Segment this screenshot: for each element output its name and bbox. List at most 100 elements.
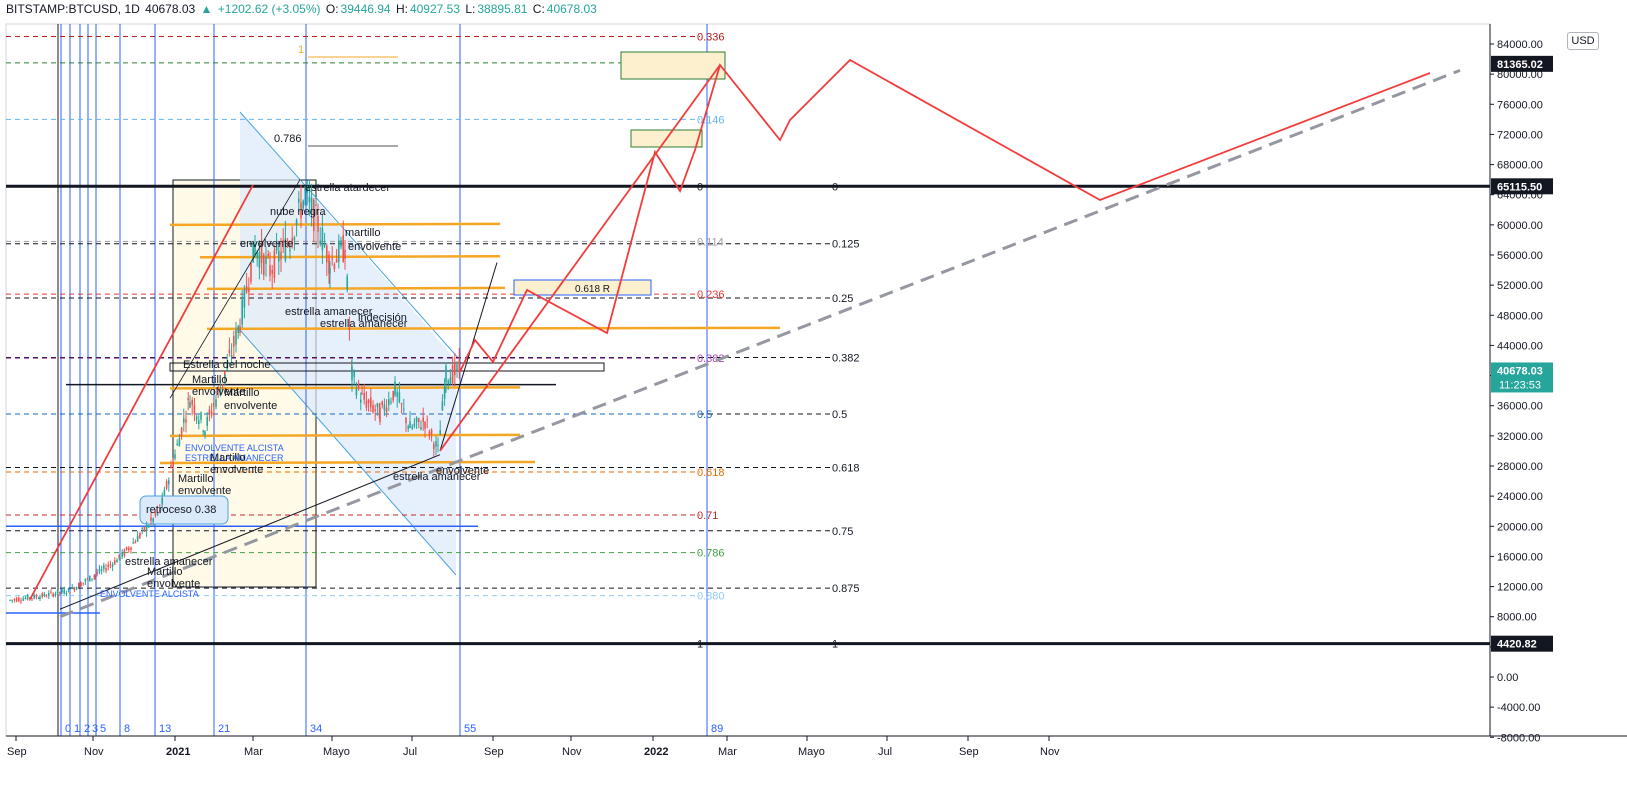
candle-body bbox=[291, 238, 293, 246]
candle-body bbox=[187, 398, 189, 401]
candle-body bbox=[284, 238, 287, 261]
candle-body bbox=[210, 411, 213, 416]
candle-body bbox=[456, 364, 458, 371]
candle-body bbox=[111, 564, 114, 567]
candle-body bbox=[360, 399, 362, 403]
annotation-text: ESTRELLA AMANECER bbox=[185, 453, 284, 463]
annotation-text: Estrella del noche bbox=[183, 359, 270, 371]
candle-body bbox=[96, 572, 98, 574]
candle-body bbox=[143, 526, 146, 531]
candle-body bbox=[39, 596, 41, 599]
candle-body bbox=[418, 418, 420, 423]
candle-body bbox=[163, 489, 166, 496]
candle-body bbox=[59, 591, 61, 593]
candle-body bbox=[310, 197, 313, 214]
close-value: 40678.03 bbox=[546, 2, 597, 16]
x-tick-label: Mayo bbox=[798, 746, 825, 758]
candle-body bbox=[321, 228, 324, 251]
candle-body bbox=[426, 419, 428, 421]
candle-body bbox=[139, 533, 141, 536]
candle-body bbox=[208, 409, 211, 414]
x-tick-label: Sep bbox=[7, 746, 27, 758]
x-tick-label: Sep bbox=[959, 746, 979, 758]
candle-body bbox=[430, 429, 433, 435]
candle-body bbox=[338, 240, 340, 262]
candle-body bbox=[280, 251, 282, 260]
change-value: +1202.62 (+3.05%) bbox=[217, 2, 321, 16]
open-value: 39446.94 bbox=[340, 2, 391, 16]
candle-body bbox=[248, 288, 250, 293]
candle-body bbox=[424, 422, 426, 429]
candle-body bbox=[50, 591, 52, 593]
candle-body bbox=[357, 383, 360, 390]
candle-body bbox=[263, 254, 265, 275]
candle-body bbox=[293, 237, 296, 241]
low-label: L: bbox=[465, 2, 476, 16]
candle-body bbox=[20, 600, 22, 602]
annotation-text: envolvente bbox=[240, 238, 293, 250]
annotation-text: Martillo bbox=[210, 452, 245, 464]
y-tick-label: -8000.00 bbox=[1497, 732, 1540, 744]
currency-button[interactable]: USD bbox=[1567, 32, 1599, 50]
orange-level bbox=[206, 286, 506, 291]
candle-body bbox=[213, 402, 215, 407]
candle-body bbox=[82, 582, 84, 584]
candle-body bbox=[48, 593, 50, 596]
candle-body bbox=[241, 299, 243, 325]
candle-body bbox=[333, 264, 336, 270]
candle-body bbox=[71, 586, 73, 589]
candle-body bbox=[100, 569, 103, 571]
candle-body bbox=[439, 430, 441, 435]
candle-body bbox=[370, 397, 372, 408]
candle-body bbox=[152, 518, 154, 522]
fib-time-label: 1 bbox=[74, 723, 80, 735]
x-tick-label: Jul bbox=[403, 746, 417, 758]
candle-body bbox=[245, 286, 248, 293]
orange-level bbox=[169, 222, 501, 227]
candle-body bbox=[172, 462, 174, 467]
fib-mid-label: 0.880 bbox=[697, 591, 725, 603]
candle-body bbox=[302, 200, 304, 209]
candle-body bbox=[254, 245, 256, 256]
candle-body bbox=[282, 240, 284, 243]
orange-level bbox=[169, 433, 521, 438]
y-tick-label: 36000.00 bbox=[1497, 401, 1543, 413]
candle-body bbox=[308, 196, 311, 203]
fib-time-label: 8 bbox=[124, 723, 130, 735]
target-box bbox=[513, 279, 652, 296]
fib-time-label: 0 bbox=[65, 723, 71, 735]
candle-body bbox=[437, 444, 439, 446]
candle-body bbox=[198, 420, 200, 424]
fib-mid-label: 0.786 bbox=[697, 548, 725, 560]
candle-body bbox=[415, 417, 418, 423]
candle-body bbox=[98, 568, 101, 573]
candle-body bbox=[159, 507, 161, 509]
candle-body bbox=[109, 564, 112, 566]
candle-body bbox=[65, 593, 68, 595]
fib-level-label: 0.875 bbox=[832, 583, 860, 595]
candle-body bbox=[306, 187, 308, 193]
candle-body bbox=[119, 556, 121, 561]
candle-body bbox=[118, 554, 120, 559]
orange-level bbox=[199, 255, 501, 259]
y-tick-label: 24000.00 bbox=[1497, 491, 1543, 503]
candle-body bbox=[435, 441, 437, 447]
candle-body bbox=[394, 381, 396, 396]
range-box bbox=[169, 362, 605, 372]
candle-body bbox=[130, 547, 132, 550]
candle-body bbox=[148, 526, 150, 528]
annotation-text: indecisión bbox=[358, 312, 407, 324]
candle-body bbox=[219, 388, 222, 396]
candle-body bbox=[388, 399, 390, 406]
y-tick-label: 60000.00 bbox=[1497, 220, 1543, 232]
candle-body bbox=[275, 245, 278, 251]
candle-body bbox=[18, 598, 20, 601]
candle-body bbox=[237, 325, 239, 333]
candle-body bbox=[180, 427, 183, 437]
symbol-label[interactable]: BITSTAMP:BTCUSD, 1D bbox=[6, 2, 140, 16]
fib-mid-label: 0.236 bbox=[697, 289, 725, 301]
candle-body bbox=[379, 407, 381, 423]
target-box bbox=[620, 51, 726, 80]
fib-level-label: 0.5 bbox=[832, 409, 847, 421]
